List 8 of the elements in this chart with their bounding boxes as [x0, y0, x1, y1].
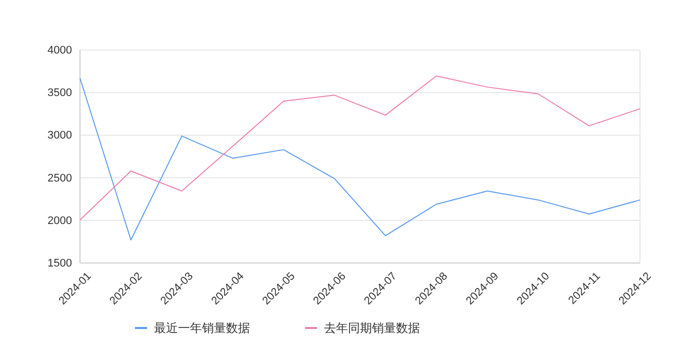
legend-label: 去年同期销量数据 — [324, 321, 420, 335]
y-tick-label: 2500 — [48, 172, 72, 184]
y-tick-label: 1500 — [48, 258, 72, 270]
y-tick-label: 2000 — [48, 214, 72, 227]
y-tick-label: 3500 — [48, 87, 72, 100]
y-tick-label: 3000 — [48, 130, 72, 142]
legend-label: 最近一年销量数据 — [154, 321, 250, 335]
y-tick-label: 4000 — [48, 44, 72, 57]
